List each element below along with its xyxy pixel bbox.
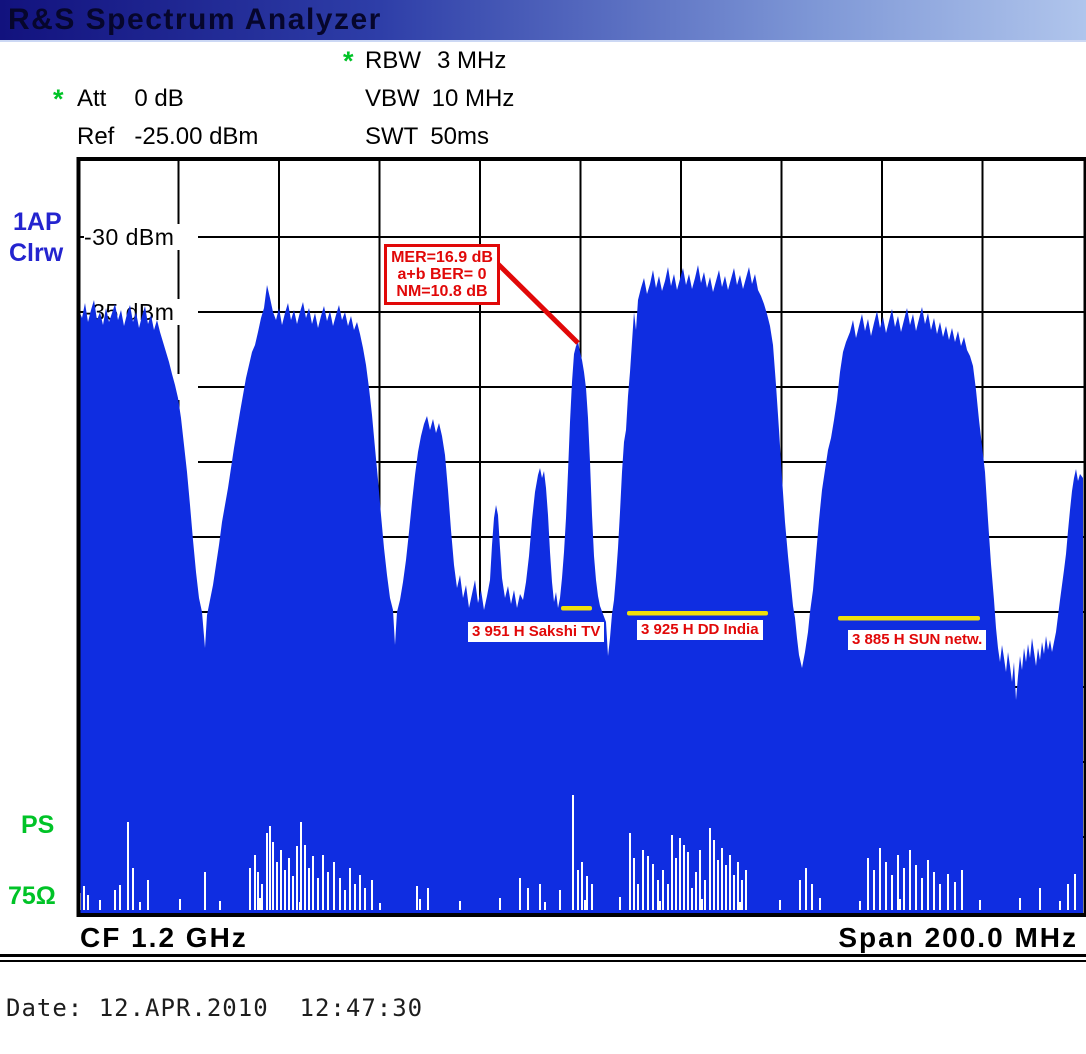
ref-setting: Ref -25.00 dBm	[77, 123, 258, 151]
ber-line: a+b BER= 0	[397, 266, 487, 283]
y-axis-tick-label: -30 dBm	[84, 224, 198, 250]
rbw-setting: RBW 3 MHz	[365, 47, 506, 75]
channel-label: 3 951 H Sakshi TV	[468, 622, 605, 642]
nm-line: NM=10.8 dB	[396, 283, 488, 300]
ref-label: Ref	[77, 123, 115, 150]
rbw-value: 3 MHz	[437, 47, 507, 74]
title-bar: R&S Spectrum Analyzer	[0, 0, 1086, 42]
separator-line	[0, 954, 1086, 957]
mer-callout-box: MER=16.9 dB a+b BER= 0 NM=10.8 dB	[384, 244, 500, 305]
att-changed-asterisk: *	[53, 84, 64, 114]
swt-label: SWT	[365, 123, 419, 150]
span-label: Span 200.0 MHz	[838, 922, 1078, 953]
date-time-stamp: Date: 12.APR.2010 12:47:30	[6, 994, 424, 1022]
vbw-value: 10 MHz	[431, 85, 515, 112]
swt-setting: SWT 50ms	[365, 123, 489, 151]
center-frequency-label: CF 1.2 GHz	[80, 922, 248, 953]
channel-label: 3 925 H DD India	[637, 620, 763, 640]
preamp-label: PS	[21, 811, 55, 839]
trace-mode-label: Clrw	[9, 239, 64, 267]
impedance-label: 75Ω	[8, 882, 56, 910]
rbw-label: RBW	[365, 47, 421, 74]
mer-line: MER=16.9 dB	[391, 249, 493, 266]
vbw-label: VBW	[365, 85, 420, 112]
channel-label: 3 885 H SUN netw.	[848, 630, 987, 650]
trace-detector-label: 1AP	[13, 208, 62, 236]
ref-value: -25.00 dBm	[134, 123, 259, 150]
rbw-changed-asterisk: *	[343, 46, 354, 76]
att-value: 0 dB	[134, 85, 184, 112]
att-setting: Att 0 dB	[77, 85, 184, 113]
swt-value: 50ms	[430, 123, 490, 150]
vbw-setting: VBW 10 MHz	[365, 85, 514, 113]
separator-line	[0, 960, 1086, 962]
att-label: Att	[77, 85, 107, 112]
app-title: R&S Spectrum Analyzer	[8, 3, 382, 36]
